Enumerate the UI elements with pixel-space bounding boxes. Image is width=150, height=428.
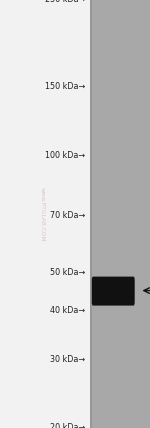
Bar (90, 0, 150, 428)
Text: 40 kDa→: 40 kDa→ (50, 306, 86, 315)
Text: 150 kDa→: 150 kDa→ (45, 82, 86, 91)
Text: 20 kDa→: 20 kDa→ (50, 423, 86, 428)
Text: 250 kDa→: 250 kDa→ (45, 0, 86, 5)
Text: 50 kDa→: 50 kDa→ (50, 268, 86, 277)
Bar (90, 0, 92, 428)
Text: 100 kDa→: 100 kDa→ (45, 151, 86, 160)
Text: 30 kDa→: 30 kDa→ (50, 355, 86, 364)
Text: www.PTGLAB.COM: www.PTGLAB.COM (39, 187, 45, 241)
Text: 70 kDa→: 70 kDa→ (50, 211, 86, 220)
FancyBboxPatch shape (92, 276, 135, 306)
